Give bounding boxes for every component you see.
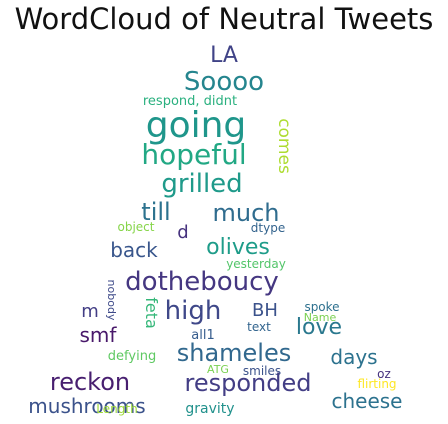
word-all1: all1: [191, 328, 214, 343]
word-mushrooms: mushrooms: [28, 394, 145, 418]
word-object: object: [118, 220, 155, 234]
word-respond-didnt: respond, didnt: [143, 94, 237, 109]
word-name: Name: [304, 311, 337, 324]
word-text: text: [247, 320, 271, 334]
word-spoke: spoke: [304, 300, 339, 314]
word-bh: BH: [252, 300, 278, 321]
word-m: m: [81, 301, 99, 322]
word-responded: responded: [185, 369, 312, 397]
word-nobody: nobody: [105, 280, 118, 321]
word-defying: defying: [108, 349, 156, 364]
word-cheese: cheese: [331, 389, 402, 413]
word-comes: comes: [274, 118, 294, 174]
word-back: back: [110, 238, 158, 262]
word-length: Length: [96, 402, 137, 416]
word-oz: oz: [377, 367, 391, 381]
chart-title: WordCloud of Neutral Tweets: [14, 2, 434, 36]
word-reckon: reckon: [50, 368, 130, 396]
word-till: till: [141, 198, 170, 226]
word-smiles: smiles: [243, 364, 281, 378]
word-d: d: [177, 222, 188, 243]
word-dtype: dtype: [251, 221, 285, 235]
word-yesterday: yesterday: [226, 257, 286, 271]
word-high: high: [165, 296, 222, 326]
word-shameles: shameles: [177, 339, 292, 367]
word-days: days: [330, 345, 377, 369]
word-atg: ATG: [207, 363, 229, 376]
word-flirting: flirting: [357, 377, 396, 391]
word-hopeful: hopeful: [141, 138, 246, 171]
word-going: going: [146, 105, 247, 146]
word-smf: smf: [80, 323, 118, 347]
word-grilled: grilled: [161, 169, 242, 199]
word-la: LA: [210, 43, 238, 68]
word-soooo: Soooo: [184, 67, 264, 97]
word-much: much: [213, 199, 280, 227]
word-love: love: [296, 315, 342, 340]
word-gravity: gravity: [185, 401, 234, 417]
word-olives: olives: [206, 235, 270, 260]
word-feta: feta: [142, 297, 161, 329]
word-dotheboucy: dotheboucy: [125, 267, 279, 297]
